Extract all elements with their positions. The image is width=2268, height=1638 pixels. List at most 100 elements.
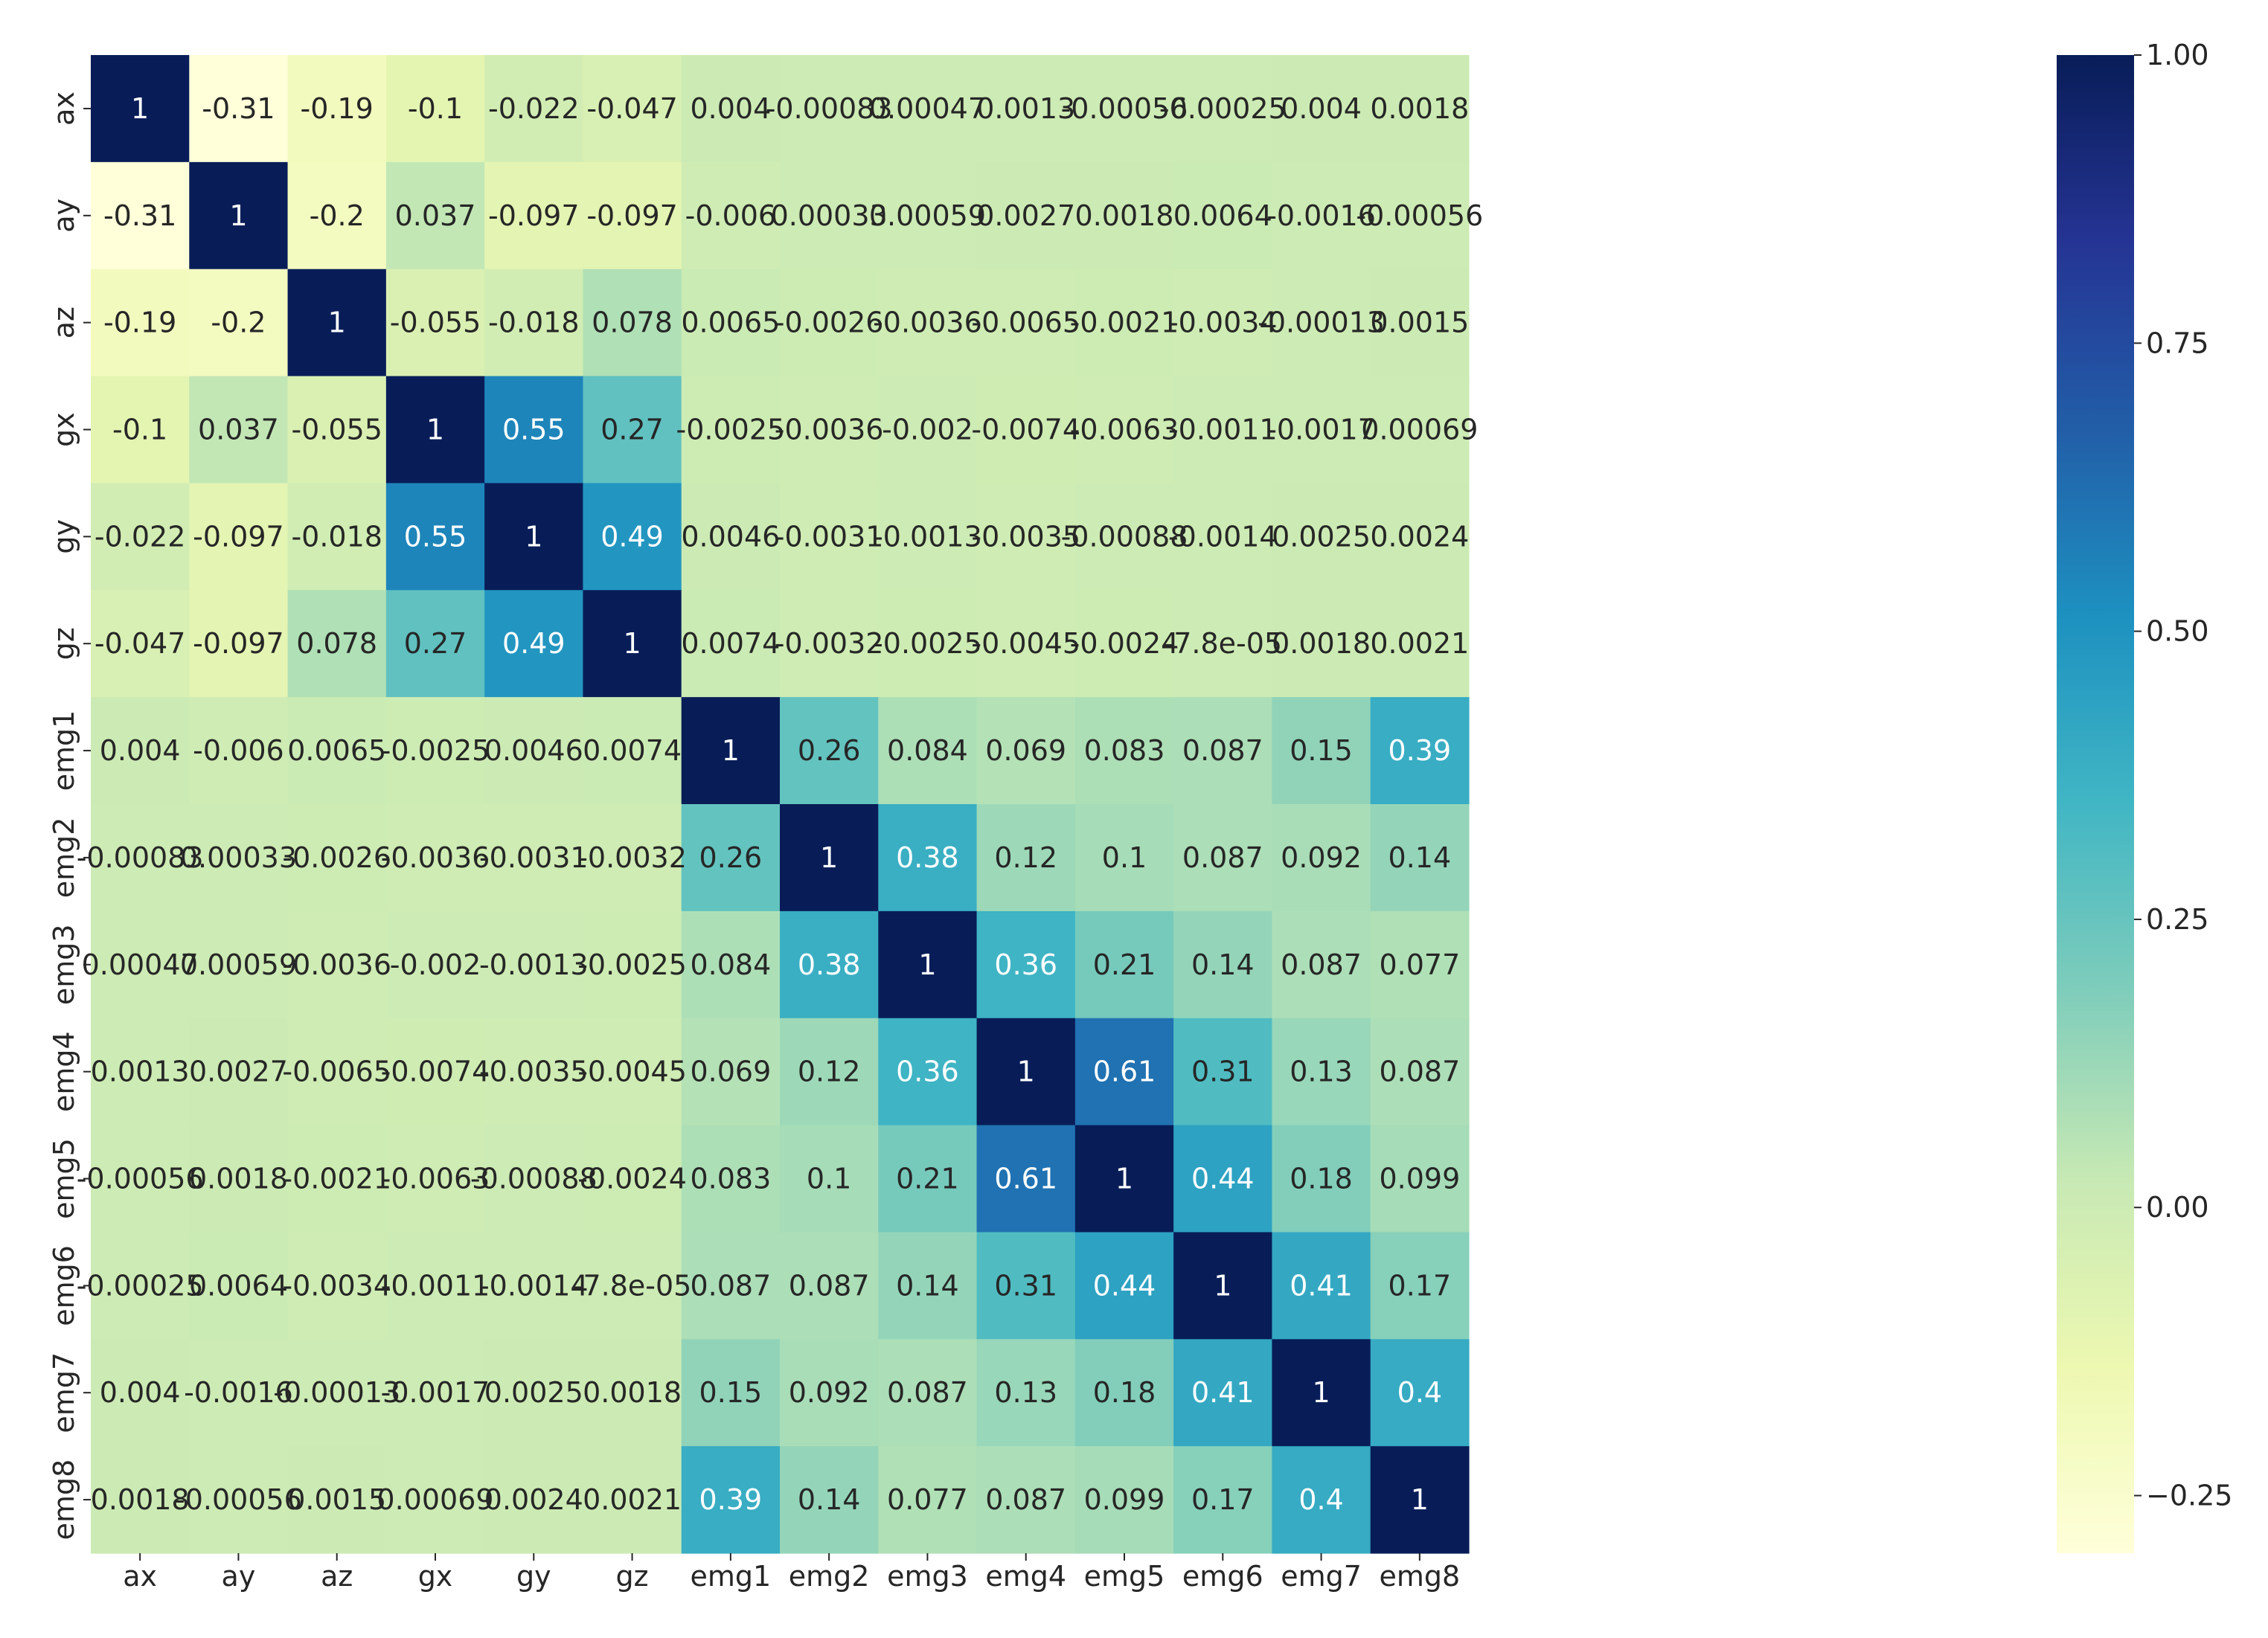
heatmap-cell-emg4-emg7 [1272,1018,1371,1126]
cell-value-emg8-emg1: 0.39 [699,1483,763,1516]
heatmap-cell-ay-ax [91,161,190,270]
x-axis: ax ay az gx gy gz emg1 emg2 emg3 emg4 emg5 emg6 emg7… [123,1553,1460,1593]
cell-value-emg4-gz: -0.0045 [577,1056,687,1088]
cell-value-emg2-emg7: 0.092 [1281,841,1362,874]
cell-value-emg1-emg5: 0.083 [1084,734,1165,767]
x-tick-label-emg1: emg1 [691,1560,772,1593]
cell-value-ax-gx: -0.1 [408,92,463,125]
cell-value-ay-emg6: 0.0064 [1173,199,1272,232]
heatmap-cell-emg6-ax [91,1232,190,1340]
cell-value-emg3-emg3: 1 [918,948,936,981]
cell-value-ax-ay: -0.31 [202,92,275,125]
heatmap-cell-emg2-gz [583,804,682,912]
heatmap-cell-ax-emg3 [878,55,978,163]
cell-value-gx-ax: -0.1 [112,414,167,446]
heatmap-cell-emg4-emg5 [1074,1018,1174,1126]
heatmap-cell-gz-emg8 [1370,590,1470,698]
cell-value-emg1-emg2: 0.26 [798,734,861,767]
cell-value-emg1-gy: 0.0046 [484,734,583,767]
cell-value-emg1-emg3: 0.084 [887,734,968,767]
heatmap-cell-ax-az [287,55,387,163]
heatmap-cell-ay-gx [385,161,485,270]
heatmap-cell-az-emg4 [976,269,1076,377]
cell-value-emg4-emg2: 0.12 [798,1056,861,1088]
cell-value-emg8-az: 0.0015 [287,1483,386,1516]
cell-value-emg5-emg6: 0.44 [1191,1163,1255,1195]
cell-value-emg8-emg2: 0.14 [798,1483,861,1516]
cell-value-ax-emg6: -0.00025 [1159,92,1287,125]
cell-value-emg1-emg8: 0.39 [1388,734,1452,767]
heatmap-cell-gy-emg1 [681,483,781,591]
cell-value-gy-az: -0.018 [291,520,382,553]
x-tick-label-gz: gz [616,1560,649,1593]
cell-value-emg2-gz: -0.0032 [577,841,687,874]
heatmap-cell-emg2-emg8 [1370,804,1470,912]
heatmap-cell-ay-gz [583,161,682,270]
cell-value-emg3-ax: 0.00047 [82,948,199,981]
cell-value-emg2-emg4: 0.12 [994,841,1057,874]
heatmap-cell-emg7-ay [189,1339,289,1447]
cell-value-gz-emg1: 0.0074 [681,627,780,660]
cell-value-emg4-az: -0.0065 [282,1056,391,1088]
cell-value-emg7-emg1: 0.15 [699,1376,763,1409]
cell-value-gx-emg5: -0.0063 [1070,414,1179,446]
heatmap-cell-emg3-gx [385,910,485,1019]
cell-value-ay-emg4: 0.0027 [976,199,1075,232]
cell-value-gy-emg3: -0.0013 [873,520,982,553]
cell-value-emg3-emg7: 0.087 [1281,948,1362,981]
cell-value-gy-emg5: -0.00088 [1061,520,1188,553]
cell-value-emg1-az: 0.0065 [287,734,386,767]
cell-value-ax-emg1: 0.004 [690,92,771,125]
heatmap-cell-emg8-emg3 [878,1446,978,1554]
cell-value-emg6-emg6: 1 [1214,1269,1231,1302]
cell-value-gy-emg1: 0.0046 [681,520,780,553]
heatmap-cell-emg3-emg4 [976,910,1076,1019]
x-tick-label-emg7: emg7 [1281,1560,1362,1593]
heatmap-cell-emg8-gx [385,1446,485,1554]
cell-value-emg8-gz: 0.0021 [583,1483,682,1516]
heatmap-cell-emg7-emg7 [1272,1339,1371,1447]
cell-value-ax-ax: 1 [131,92,149,125]
cell-value-emg2-gy: -0.0031 [479,841,589,874]
heatmap-cell-ay-az [287,161,387,270]
cell-value-emg5-emg8: 0.099 [1379,1163,1460,1195]
heatmap-cell-emg4-emg1 [681,1018,781,1126]
heatmap-cell-emg3-ax [91,910,190,1019]
heatmap-cell-ax-gz [583,55,682,163]
cell-value-ay-gz: -0.097 [586,199,678,232]
y-tick-label-gz: gz [48,627,80,660]
cell-value-emg4-emg6: 0.31 [1191,1056,1255,1088]
heatmap-cell-emg6-az [287,1232,387,1340]
cell-value-gx-gz: 0.27 [600,414,664,446]
heatmap-cell-emg2-emg2 [780,804,879,912]
cell-value-gy-gy: 1 [525,520,542,553]
cell-value-emg6-gx: -0.0011 [381,1269,490,1302]
heatmap-cell-emg8-emg2 [780,1446,879,1554]
cell-value-emg7-gz: 0.0018 [583,1376,682,1409]
cell-value-ax-emg3: 0.00047 [869,92,986,125]
cell-value-emg2-ay: 0.00033 [180,841,297,874]
cell-value-ay-ay: 1 [229,199,247,232]
heatmap-cell-emg7-emg1 [681,1339,781,1447]
heatmap-cell-emg2-emg4 [976,804,1076,912]
heatmap-cell-gy-emg3 [878,483,978,591]
cell-value-emg4-emg8: 0.087 [1379,1056,1460,1088]
cell-value-emg5-az: -0.0021 [282,1163,391,1195]
cell-value-ay-emg2: 0.00033 [771,199,888,232]
cell-value-emg5-gz: -0.0024 [577,1163,687,1195]
y-tick-label-ax: ax [48,91,80,126]
cell-value-gy-emg8: 0.0024 [1370,520,1469,553]
heatmap-cell-gz-emg5 [1074,590,1174,698]
heatmap-cell-gz-gz [583,590,682,698]
cell-value-gx-ay: 0.037 [198,414,279,446]
heatmap-cell-emg2-ax [91,804,190,912]
heatmap-cell-ax-ay [189,55,289,163]
heatmap-cell-gz-emg6 [1173,590,1273,698]
cell-value-az-ax: -0.19 [103,306,176,339]
heatmap-cell-emg3-gy [484,910,584,1019]
heatmap-cell-emg7-emg5 [1074,1339,1174,1447]
cell-value-emg4-emg1: 0.069 [690,1056,771,1088]
cell-value-emg5-ay: 0.0018 [189,1163,288,1195]
cell-value-ax-emg4: 0.0013 [976,92,1075,125]
cell-value-gx-emg1: -0.0025 [676,414,786,446]
